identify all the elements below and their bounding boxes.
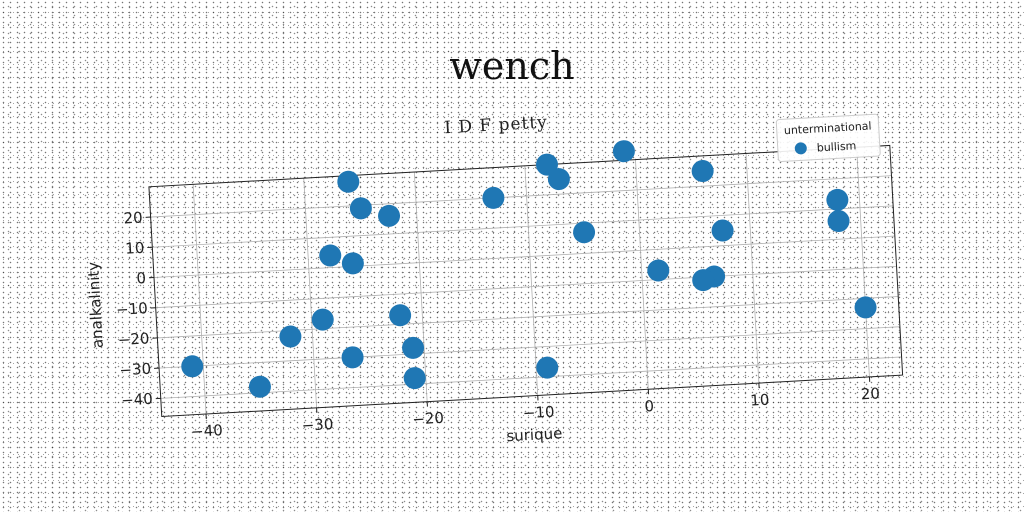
scatter-point xyxy=(854,296,877,319)
scatter-point xyxy=(341,346,364,369)
x-axis-label: surique xyxy=(506,424,563,445)
scatter-point xyxy=(547,168,570,191)
x-tick-label: −30 xyxy=(301,415,334,435)
y-tick-label: −10 xyxy=(116,299,149,319)
scatter-point xyxy=(711,219,734,242)
grid xyxy=(150,147,902,415)
scatter-point xyxy=(181,355,204,378)
axis-ticks: −40 −30 −20 −10 0 10 20 −40 −30 −20 −10 0 10 20 xyxy=(116,209,881,441)
scatter-point xyxy=(378,204,401,227)
scatter-point xyxy=(827,210,850,233)
figure-title: wench xyxy=(449,44,575,88)
x-tick-label: 10 xyxy=(750,391,770,410)
scatter-point xyxy=(349,197,372,220)
plot-frame xyxy=(148,144,904,418)
data-points xyxy=(181,140,877,398)
scatter-point xyxy=(692,269,715,292)
x-tick-label: −20 xyxy=(412,409,445,429)
scatter-point xyxy=(535,153,558,176)
grid-line-y xyxy=(152,205,894,248)
grid-line-x xyxy=(413,171,428,402)
y-tick-label: 20 xyxy=(123,209,143,228)
y-tick-label: −20 xyxy=(117,329,150,349)
scatter-point xyxy=(691,160,714,183)
scatter-point xyxy=(573,221,596,244)
y-tick-label: 0 xyxy=(136,269,147,288)
scatter-point xyxy=(612,140,635,163)
scatter-point xyxy=(647,259,670,282)
scatter-point xyxy=(311,308,334,331)
scatter-point xyxy=(279,325,302,348)
grid-line-x xyxy=(192,184,207,415)
scatter-point xyxy=(341,252,364,275)
x-tick-label: −40 xyxy=(191,421,224,441)
legend-series-label: bullism xyxy=(816,139,856,154)
legend-marker xyxy=(794,142,807,155)
x-tick-label: 0 xyxy=(644,397,655,416)
scatter-point xyxy=(403,367,426,390)
grid-line-y xyxy=(150,175,892,218)
grid-line-y xyxy=(157,296,899,339)
grid-line-x xyxy=(856,147,870,377)
scatter-point xyxy=(402,336,425,359)
grid-line-x xyxy=(635,159,649,390)
scatter-point xyxy=(337,170,360,193)
scatter-point xyxy=(482,186,505,209)
scatter-point xyxy=(826,188,849,211)
grid-line-y xyxy=(159,326,900,369)
legend: unterminational bullism xyxy=(775,113,881,162)
grid-line-x xyxy=(303,178,317,408)
grid-line-y xyxy=(155,265,897,309)
legend-title: unterminational xyxy=(784,119,872,137)
grid-line-y xyxy=(160,356,902,399)
y-axis-label: analkalinity xyxy=(84,261,107,348)
chart-subtitle: I D F petty xyxy=(444,112,549,138)
scatter-point xyxy=(389,304,412,327)
x-tick-label: 20 xyxy=(860,384,880,403)
grid-line-x xyxy=(524,165,539,396)
scatter-point xyxy=(536,356,559,379)
y-tick-label: 10 xyxy=(125,239,145,258)
y-tick-label: −40 xyxy=(121,390,154,410)
grid-line-y xyxy=(153,235,895,278)
grid-line-x xyxy=(745,153,760,384)
x-tick-label: −10 xyxy=(522,403,555,423)
scatter-point xyxy=(319,244,342,267)
y-tick-label: −30 xyxy=(119,360,152,380)
scatter-point xyxy=(248,375,271,398)
